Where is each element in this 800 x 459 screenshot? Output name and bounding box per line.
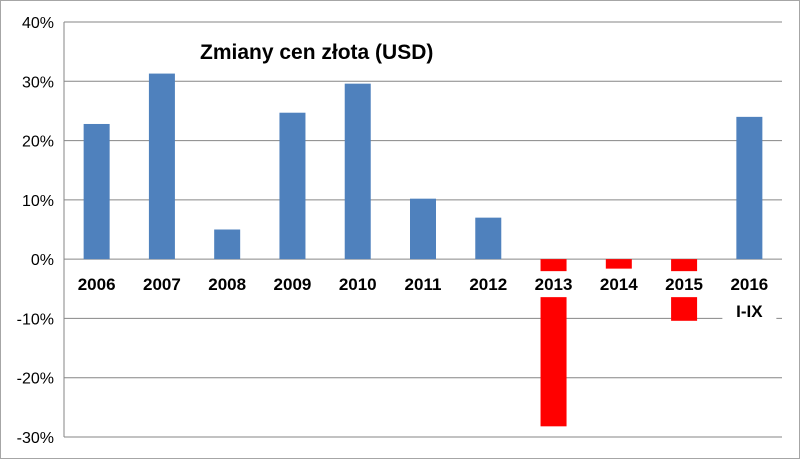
bar-2016	[736, 116, 763, 260]
category-label-background	[524, 271, 583, 298]
category-label-background	[655, 271, 714, 298]
category-label-2010: 2010	[339, 275, 377, 294]
category-label-background	[67, 271, 126, 298]
y-tick-label: -30%	[17, 430, 54, 447]
category-label-background	[198, 271, 257, 298]
y-axis-tick-labels: -30% -20% -10% 0% 10% 20% 30% 40%	[17, 15, 54, 447]
category-label-background	[720, 271, 779, 298]
chart-title: Zmiany cen złota (USD)	[200, 41, 433, 64]
category-label-2011: 2011	[405, 275, 442, 294]
category-label-2006: 2006	[78, 275, 116, 294]
category-label-2009: 2009	[274, 275, 312, 294]
category-label-background	[328, 271, 387, 298]
x-axis-category-labels: 2006 2007 2008 2009 2010 2011 2012 2013 2014 2015…	[67, 271, 779, 322]
y-tick-label: -10%	[17, 311, 54, 328]
bar-2014	[605, 259, 632, 269]
category-label-2013: 2013	[535, 275, 573, 294]
category-label-2016: 2016	[730, 275, 768, 294]
bars	[83, 73, 763, 427]
category-label-2012: 2012	[469, 275, 507, 294]
y-tick-label: 30%	[22, 74, 54, 91]
category-sublabel-background	[722, 299, 777, 322]
bar-2007	[148, 73, 175, 260]
y-tick-label: 20%	[22, 134, 54, 151]
y-tick-label: 0%	[31, 252, 54, 269]
category-label-2008: 2008	[208, 275, 246, 294]
category-sublabel-2016: I-IX	[736, 302, 763, 321]
category-label-2014: 2014	[600, 275, 638, 294]
bar-2010	[344, 83, 371, 260]
bar-2006	[83, 123, 110, 260]
category-label-background	[589, 271, 648, 298]
category-label-background	[132, 271, 191, 298]
y-tick-label: 40%	[22, 15, 54, 32]
bar-2011	[410, 198, 436, 260]
y-tick-label: -20%	[17, 371, 54, 388]
category-label-background	[263, 271, 322, 298]
bar-2008	[214, 229, 241, 260]
category-label-2015: 2015	[665, 275, 703, 294]
y-tick-label: 10%	[22, 193, 54, 210]
bar-2012	[475, 217, 502, 260]
bar-2009	[279, 112, 306, 260]
category-label-background	[459, 271, 518, 298]
category-label-background	[394, 271, 452, 298]
category-label-2007: 2007	[143, 275, 181, 294]
